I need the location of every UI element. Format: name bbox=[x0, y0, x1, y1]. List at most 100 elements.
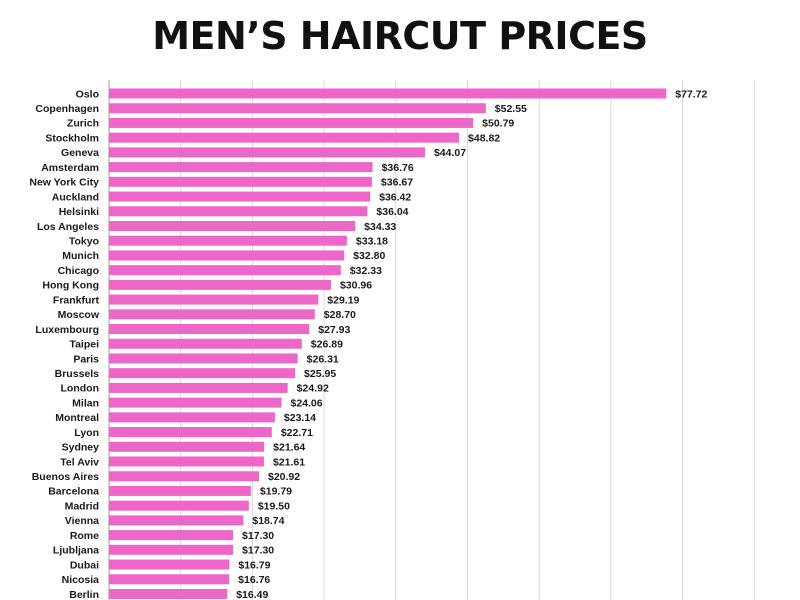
value-label: $36.04 bbox=[376, 206, 408, 218]
value-label: $24.06 bbox=[291, 397, 323, 409]
category-label: Helsinki bbox=[59, 206, 99, 218]
bar bbox=[109, 559, 230, 570]
value-label: $19.50 bbox=[258, 500, 290, 512]
bar bbox=[109, 485, 251, 496]
bar bbox=[109, 147, 425, 158]
category-label: Oslo bbox=[76, 88, 99, 100]
category-label: Montreal bbox=[55, 412, 99, 424]
value-label: $48.82 bbox=[468, 132, 500, 144]
category-label: Amsterdam bbox=[41, 162, 99, 174]
value-label: $28.70 bbox=[324, 309, 356, 321]
bar bbox=[109, 324, 310, 335]
value-labels: $77.72 $52.55 $50.79 $48.82$44.07 $36.76 $36.… bbox=[236, 88, 707, 600]
category-label: Stockholm bbox=[45, 132, 99, 144]
bar bbox=[109, 544, 234, 555]
bar bbox=[109, 265, 341, 276]
value-label: $16.76 bbox=[238, 574, 270, 586]
bar bbox=[109, 103, 486, 114]
category-label: Rome bbox=[70, 530, 99, 542]
bar bbox=[109, 412, 275, 423]
value-label: $52.55 bbox=[495, 103, 527, 115]
value-label: $19.79 bbox=[260, 486, 292, 498]
category-label: Paris bbox=[73, 353, 99, 365]
value-label: $17.30 bbox=[242, 545, 274, 557]
value-label: $22.71 bbox=[281, 427, 313, 439]
bar bbox=[109, 515, 244, 526]
bar bbox=[109, 471, 259, 482]
category-label: Lyon bbox=[74, 427, 99, 439]
category-label: Brussels bbox=[55, 368, 100, 380]
category-label: Frankfurt bbox=[53, 294, 100, 306]
bar bbox=[109, 338, 302, 349]
bar bbox=[109, 456, 264, 467]
bar bbox=[109, 117, 474, 128]
category-label: Milan bbox=[72, 397, 99, 409]
category-label: London bbox=[61, 383, 99, 395]
bar bbox=[109, 132, 460, 143]
bars bbox=[109, 88, 667, 599]
category-label: Ljubljana bbox=[53, 545, 99, 557]
value-label: $20.92 bbox=[268, 471, 300, 483]
bar bbox=[109, 353, 298, 364]
bar bbox=[109, 279, 331, 290]
bar bbox=[109, 574, 230, 585]
category-label: Tokyo bbox=[69, 236, 99, 248]
category-label: Berlin bbox=[69, 589, 99, 600]
value-label: $26.31 bbox=[307, 353, 339, 365]
value-label: $33.18 bbox=[356, 236, 388, 248]
bar bbox=[109, 294, 319, 305]
value-label: $30.96 bbox=[340, 280, 372, 292]
category-label: Vienna bbox=[65, 515, 99, 527]
bar bbox=[109, 427, 272, 438]
value-label: $21.64 bbox=[273, 442, 305, 454]
value-label: $36.76 bbox=[382, 162, 414, 174]
category-label: Zurich bbox=[67, 118, 99, 130]
bar bbox=[109, 441, 265, 452]
value-label: $32.33 bbox=[350, 265, 382, 277]
value-label: $77.72 bbox=[675, 88, 707, 100]
category-label: Los Angeles bbox=[37, 221, 99, 233]
bar bbox=[109, 235, 347, 246]
value-label: $29.19 bbox=[327, 294, 359, 306]
bar bbox=[109, 88, 667, 99]
bar bbox=[109, 530, 234, 541]
bar bbox=[109, 382, 288, 393]
bar bbox=[109, 220, 356, 231]
bar bbox=[109, 176, 372, 187]
category-label: Auckland bbox=[52, 191, 99, 203]
category-label: Dubai bbox=[70, 559, 99, 571]
bar bbox=[109, 588, 228, 599]
value-label: $17.30 bbox=[242, 530, 274, 542]
category-label: Munich bbox=[62, 250, 99, 262]
value-label: $27.93 bbox=[318, 324, 350, 336]
bar bbox=[109, 397, 282, 408]
category-label: Hong Kong bbox=[42, 280, 99, 292]
category-label: Nicosia bbox=[62, 574, 100, 586]
bar bbox=[109, 309, 315, 320]
value-label: $50.79 bbox=[482, 118, 514, 130]
category-label: Chicago bbox=[58, 265, 99, 277]
value-label: $25.95 bbox=[304, 368, 336, 380]
category-label: Tel Aviv bbox=[60, 456, 99, 468]
value-label: $24.92 bbox=[297, 383, 329, 395]
category-label: Madrid bbox=[65, 500, 99, 512]
chart-title: MEN’S HAIRCUT PRICES bbox=[152, 14, 648, 58]
value-label: $36.42 bbox=[379, 191, 411, 203]
value-label: $44.07 bbox=[434, 147, 466, 159]
bar bbox=[109, 368, 296, 379]
category-label: Geneva bbox=[61, 147, 99, 159]
bar bbox=[109, 500, 249, 511]
category-label: Barcelona bbox=[48, 486, 99, 498]
value-label: $36.67 bbox=[381, 177, 413, 189]
bar bbox=[109, 191, 371, 202]
category-label: Copenhagen bbox=[35, 103, 99, 115]
category-label: Luxembourg bbox=[35, 324, 99, 336]
bar bbox=[109, 206, 368, 217]
value-label: $16.79 bbox=[238, 559, 270, 571]
value-label: $18.74 bbox=[252, 515, 284, 527]
category-label: Buenos Aires bbox=[32, 471, 99, 483]
category-label: Moscow bbox=[58, 309, 100, 321]
value-label: $16.49 bbox=[236, 589, 268, 600]
